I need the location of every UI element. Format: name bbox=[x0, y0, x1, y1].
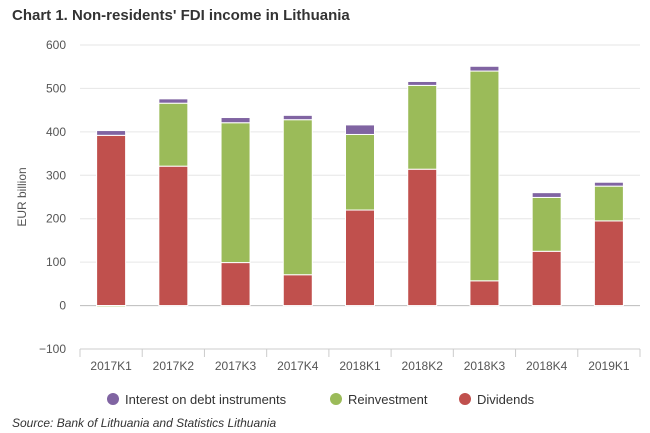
bar-dividends bbox=[220, 262, 251, 307]
x-tick-label: 2017K1 bbox=[90, 359, 132, 373]
bar-interest-on-debt-instruments bbox=[531, 192, 562, 198]
legend-marker bbox=[459, 393, 471, 405]
legend-label: Interest on debt instruments bbox=[125, 392, 287, 407]
bar-reinvestment bbox=[531, 196, 562, 252]
chart-title: Chart 1. Non-residents' FDI income in Li… bbox=[12, 7, 350, 24]
bar-dividends bbox=[282, 274, 313, 307]
x-tick-label: 2018K4 bbox=[526, 359, 568, 373]
bar-reinvestment bbox=[593, 185, 624, 222]
legend-marker bbox=[330, 393, 342, 405]
bar-interest-on-debt-instruments bbox=[96, 130, 127, 136]
bar-dividends bbox=[531, 250, 562, 307]
y-tick-label: 600 bbox=[46, 38, 66, 52]
x-tick-label: 2018K3 bbox=[464, 359, 506, 373]
x-tick-label: 2019K1 bbox=[588, 359, 630, 373]
bar-reinvestment bbox=[345, 133, 375, 211]
legend-label: Reinvestment bbox=[348, 392, 428, 407]
x-tick-label: 2017K3 bbox=[215, 359, 257, 373]
bar-interest-on-debt-instruments bbox=[407, 80, 438, 86]
bar-dividends bbox=[345, 209, 375, 307]
bar-reinvestment bbox=[158, 102, 189, 167]
bar-dividends bbox=[407, 168, 438, 307]
x-tick-label: 2018K1 bbox=[339, 359, 381, 373]
bar-interest-on-debt-instruments bbox=[593, 181, 624, 187]
bar-reinvestment bbox=[282, 119, 313, 276]
bar-reinvestment bbox=[407, 84, 438, 170]
bar-dividends bbox=[469, 280, 500, 307]
legend-label: Dividends bbox=[477, 392, 535, 407]
bar-interest-on-debt-instruments bbox=[469, 65, 500, 72]
y-tick-label: 400 bbox=[46, 125, 66, 139]
x-tick-label: 2018K2 bbox=[402, 359, 444, 373]
bar-dividends bbox=[593, 220, 624, 307]
y-tick-label: −100 bbox=[39, 342, 66, 356]
bar-interest-on-debt-instruments bbox=[345, 124, 375, 135]
y-axis-title: EUR billion bbox=[15, 167, 29, 226]
bar-reinvestment bbox=[220, 122, 251, 264]
x-tick-label: 2017K2 bbox=[153, 359, 195, 373]
bar-reinvestment bbox=[96, 305, 127, 308]
x-tick-label: 2017K4 bbox=[277, 359, 319, 373]
y-tick-label: 200 bbox=[46, 212, 66, 226]
y-tick-label: 300 bbox=[46, 168, 66, 182]
legend-marker bbox=[107, 393, 119, 405]
bar-interest-on-debt-instruments bbox=[220, 117, 251, 124]
y-tick-label: 100 bbox=[46, 255, 66, 269]
bar-reinvestment bbox=[469, 70, 500, 282]
y-tick-label: 500 bbox=[46, 81, 66, 95]
chart-source: Source: Bank of Lithuania and Statistics… bbox=[12, 416, 277, 430]
y-tick-label: 0 bbox=[59, 299, 66, 313]
bar-dividends bbox=[158, 165, 189, 307]
bar-dividends bbox=[96, 134, 127, 307]
bar-interest-on-debt-instruments bbox=[282, 114, 313, 121]
bar-interest-on-debt-instruments bbox=[158, 98, 189, 104]
